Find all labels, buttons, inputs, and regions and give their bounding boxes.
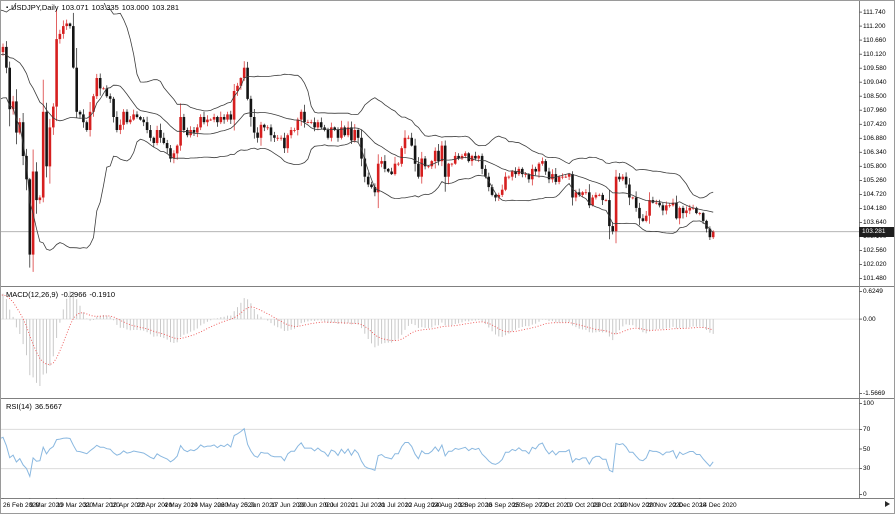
- price-axis-label: 102.020: [863, 260, 887, 268]
- date-axis-label: 19 Mar 2020: [56, 502, 94, 509]
- macd-signal-value: -0.1910: [89, 290, 115, 299]
- candlestick-series: [1, 9, 715, 272]
- date-axis-label: 2 Dec 2020: [673, 502, 707, 509]
- macd-axis-label: 0.00: [863, 315, 876, 323]
- price-axis-label: 109.580: [863, 64, 887, 72]
- price-axis-label: 101.480: [863, 275, 887, 282]
- price-axis-label: 108.500: [863, 92, 887, 100]
- price-axis-label: 106.880: [863, 134, 887, 142]
- price-axis-label: 105.800: [863, 162, 887, 170]
- time-axis[interactable]: 26 Feb 2020 9 Mar 2020 19 Mar 2020 31 Mar 2…: [1, 499, 894, 513]
- macd-indicator-label: MACD(12,26,9) -0.2966 -0.1910: [6, 290, 118, 299]
- rsi-value: 36.5667: [34, 402, 62, 411]
- date-axis-label: 14 May 2020: [190, 502, 229, 509]
- date-axis-label: 22 Apr 2020: [137, 502, 173, 509]
- date-axis-label: 19 Oct 2020: [565, 502, 602, 509]
- ohlc-low: 103.000: [121, 3, 149, 12]
- date-axis-label: 3 Sep 2020: [458, 502, 492, 509]
- date-axis-label: 31 Mar 2020: [83, 502, 120, 509]
- ohlc-high: 103.335: [91, 3, 119, 12]
- date-axis-label: 10 Nov 2020: [619, 502, 657, 509]
- rsi-panel[interactable]: [1, 427, 859, 479]
- date-axis-label: 29 Oct 2020: [592, 502, 629, 509]
- price-axis-label: 102.560: [863, 246, 887, 254]
- price-axis-label: 110.120: [863, 50, 887, 58]
- date-axis-label: 25 Sep 2020: [512, 502, 550, 509]
- rsi-indicator-label: RSI(14) 36.5667: [6, 402, 65, 411]
- date-axis-label: 9 Mar 2020: [29, 502, 63, 509]
- chart-shift-arrow-icon[interactable]: [885, 501, 890, 507]
- rsi-axis-label: 50: [863, 445, 871, 453]
- chart-frame: [1, 1, 894, 499]
- date-axis-label: 21 Jul 2020: [351, 502, 386, 509]
- rsi-axis-label: 30: [863, 465, 871, 473]
- ohlc-close: 103.281: [151, 3, 180, 12]
- date-axis-label: 26 Feb 2020: [3, 502, 40, 509]
- date-axis-label: 14 Dec 2020: [699, 502, 737, 509]
- date-axis-label: 24 Aug 2020: [431, 502, 469, 509]
- date-axis-label: 16 Sep 2020: [485, 502, 523, 509]
- price-axis-label: 110.660: [863, 36, 887, 44]
- rsi-axis-label: 100: [863, 400, 874, 407]
- macd-axis-label: 0.6249: [863, 288, 883, 295]
- date-axis-label: 9 Jul 2020: [324, 502, 355, 509]
- price-axis-label: 111.200: [863, 22, 886, 30]
- date-axis-label: 5 Jun 2020: [244, 502, 277, 509]
- price-axis-label: 107.960: [863, 106, 887, 114]
- rsi-axis-label: 0: [863, 491, 867, 498]
- macd-main-value: -0.2966: [61, 290, 87, 299]
- date-axis-label: 20 Nov 2020: [646, 502, 684, 509]
- price-axis-label: 106.340: [863, 148, 887, 156]
- date-axis-label: 31 Jul 2020: [378, 502, 412, 509]
- price-axis-label: 105.260: [863, 176, 887, 184]
- main-chart-panel[interactable]: [1, 1, 859, 272]
- current-price-badge: 103.281: [859, 226, 894, 237]
- price-axis-label: 107.420: [863, 120, 887, 128]
- chart-canvas[interactable]: [1, 1, 895, 499]
- date-axis-label: 12 Aug 2020: [405, 502, 442, 509]
- price-axis-label: 103.640: [863, 218, 887, 226]
- price-axis-label: 109.040: [863, 78, 887, 86]
- rsi-axis-label: 70: [863, 425, 871, 433]
- date-axis-label: 26 May 2020: [217, 502, 255, 509]
- price-axis-label: 104.720: [863, 190, 887, 198]
- price-axis-label: 104.180: [863, 204, 887, 212]
- symbol-timeframe: USDJPY,Daily: [11, 3, 59, 12]
- macd-histogram: [2, 291, 714, 386]
- price-axis-label: 111.740: [863, 8, 886, 16]
- macd-name: MACD(12,26,9): [6, 290, 59, 299]
- chart-bullet-icon: ▪: [6, 5, 9, 11]
- price-axis[interactable]: 111.740 111.200 110.660 110.120 109.580 109.0…: [859, 1, 894, 499]
- date-axis-label: 4 May 2020: [163, 502, 198, 509]
- macd-axis-label: -1.5669: [863, 390, 886, 397]
- rsi-line: [1, 427, 714, 479]
- date-axis-label: 7 Oct 2020: [539, 502, 571, 509]
- ohlc-open: 103.071: [61, 3, 89, 12]
- chart-title: ▪ USDJPY,Daily 103.071 103.335 103.000 103.28…: [6, 3, 182, 13]
- rsi-name: RSI(14): [6, 402, 32, 411]
- macd-panel[interactable]: [1, 288, 859, 386]
- date-axis-label: 17 Jun 2020: [271, 502, 307, 509]
- date-axis-label: 10 Apr 2020: [110, 502, 146, 509]
- date-axis-label: 29 Jun 2020: [297, 502, 334, 509]
- bollinger-bands: [1, 3, 714, 251]
